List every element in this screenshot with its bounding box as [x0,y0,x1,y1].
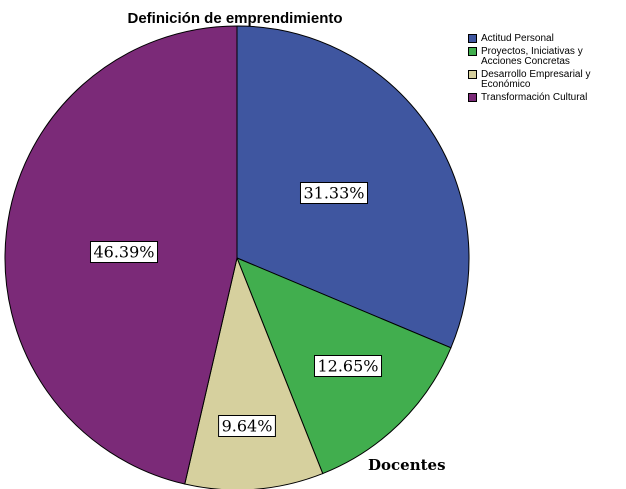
legend-item-transformacion-cultural: Transformación Cultural [468,93,626,103]
slice-label-box [299,182,369,204]
legend-label: Desarrollo Empresarial y Económico [481,69,591,90]
legend: Actitud Personal Proyectos, Iniciativas y… [468,34,626,106]
legend-swatch [468,47,477,56]
slice-label-box [313,355,383,377]
legend-label: Actitud Personal [481,33,554,44]
slice-label-proyectos-iniciativas: 12.65% [313,355,383,377]
slice-value-label: 9.64% [222,417,273,436]
slice-value-label: 31.33% [303,184,364,203]
legend-label: Proyectos, Iniciativas y Acciones Concre… [481,46,583,67]
slice-label-transformacion-cultural: 46.39% [89,241,159,263]
legend-item-actitud-personal: Actitud Personal [468,34,626,44]
slice-label-desarrollo-empresarial: 9.64% [218,415,276,437]
slice-value-label: 12.65% [317,357,378,376]
slice-label-actitud-personal: 31.33% [299,182,369,204]
slice-label-box [218,415,276,437]
slice-value-label: 46.39% [93,243,154,262]
chart-title: Definición de emprendimiento [127,10,343,27]
legend-item-desarrollo-empresarial: Desarrollo Empresarial y Económico [468,70,626,90]
slice-label-box [89,241,159,263]
footer-label: Docentes [368,456,446,474]
legend-swatch [468,93,477,102]
legend-label: Transformación Cultural [481,92,588,103]
legend-swatch [468,34,477,43]
legend-swatch [468,70,477,79]
legend-item-proyectos-iniciativas: Proyectos, Iniciativas y Acciones Concre… [468,47,626,67]
